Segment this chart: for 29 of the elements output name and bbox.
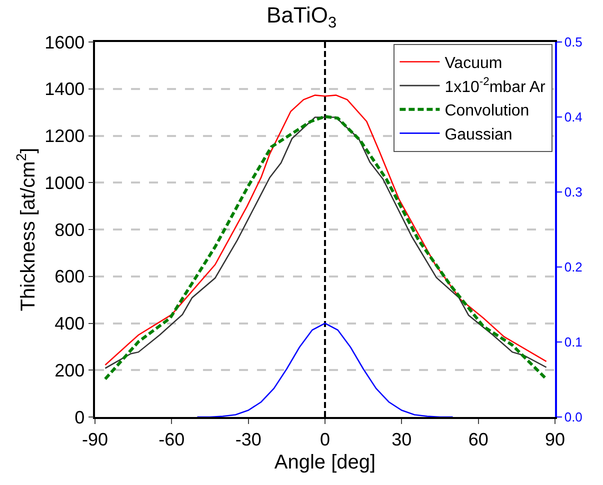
x-tick-label: 0 bbox=[320, 429, 330, 450]
y-tick-label: 1000 bbox=[44, 172, 85, 193]
x-tick-label: -90 bbox=[82, 429, 108, 450]
x-tick-label: 60 bbox=[468, 429, 488, 450]
y-tick-label: 800 bbox=[54, 220, 85, 240]
y-tick-label: 1200 bbox=[44, 126, 85, 146]
y-tick-label: 1400 bbox=[44, 79, 85, 100]
y-tick-label: 1600 bbox=[44, 32, 85, 52]
line-series bbox=[196, 322, 454, 417]
legend-label: 1x10$^{-2}$mbar Ar bbox=[444, 76, 546, 96]
y2-tick-label: 0.1 bbox=[564, 334, 582, 350]
legend-label: Vacuum bbox=[444, 55, 502, 72]
y-tick-label: 0 bbox=[74, 407, 85, 428]
y-tick-label: 200 bbox=[54, 360, 85, 380]
legend-label: Gaussian bbox=[444, 126, 512, 144]
y2-tick-label: 0.5 bbox=[564, 34, 582, 50]
y-tick-label: 400 bbox=[54, 314, 85, 334]
x-tick-label: 90 bbox=[544, 429, 566, 450]
y2-tick-label: 0.4 bbox=[564, 110, 582, 125]
y2-tick-label: 0.3 bbox=[564, 184, 582, 200]
x-axis-title: Angle [deg] bbox=[274, 451, 376, 474]
y-tick-label: 600 bbox=[54, 266, 85, 287]
legend-label: Convolution bbox=[444, 102, 530, 120]
y2-tick-label: 0.2 bbox=[564, 260, 582, 275]
x-tick-label: -30 bbox=[235, 429, 262, 450]
chart-title: BaTiO$_{3}$ bbox=[266, 2, 337, 32]
y2-tick-label: 0.0 bbox=[564, 410, 582, 425]
x-tick-label: -60 bbox=[158, 429, 185, 450]
x-tick-label: 30 bbox=[392, 429, 412, 450]
